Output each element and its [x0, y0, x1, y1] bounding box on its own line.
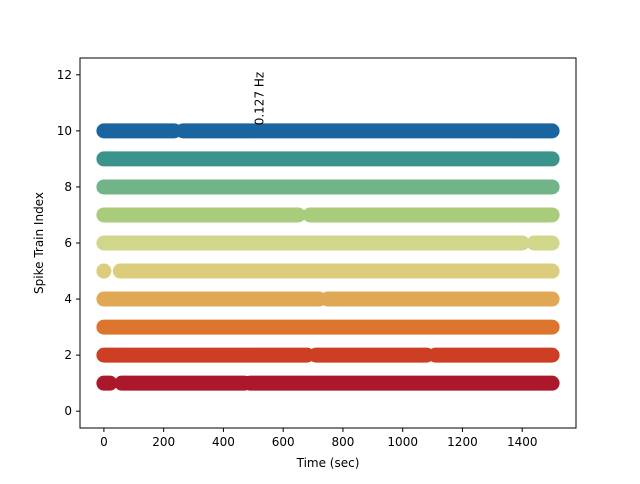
spike-train-7	[96, 207, 560, 223]
spike-train-5	[96, 263, 560, 279]
y-tick-label: 8	[64, 180, 72, 194]
x-tick-label: 600	[272, 435, 295, 449]
spike-point	[544, 207, 560, 223]
x-tick-label: 1000	[387, 435, 418, 449]
x-axis: 0 200 400 600 800 1000 1200 1400	[100, 428, 537, 449]
y-tick-label: 12	[57, 68, 72, 82]
y-tick-label: 10	[57, 124, 72, 138]
x-tick-label: 200	[152, 435, 175, 449]
x-tick-label: 400	[212, 435, 235, 449]
rate-annotation: 0.127 Hz	[252, 72, 266, 126]
y-axis: 0 2 4 6 8 10 12	[57, 68, 80, 418]
y-tick-label: 4	[64, 292, 72, 306]
spike-point	[96, 263, 112, 279]
x-tick-label: 1200	[447, 435, 478, 449]
x-axis-label: Time (sec)	[296, 456, 360, 470]
x-tick-label: 800	[331, 435, 354, 449]
y-tick-label: 0	[64, 404, 72, 418]
chart-marks	[96, 123, 560, 391]
y-tick-label: 6	[64, 236, 72, 250]
y-tick-label: 2	[64, 348, 72, 362]
x-tick-label: 1400	[507, 435, 538, 449]
y-axis-label: Spike Train Index	[32, 192, 46, 294]
x-tick-label: 0	[100, 435, 108, 449]
